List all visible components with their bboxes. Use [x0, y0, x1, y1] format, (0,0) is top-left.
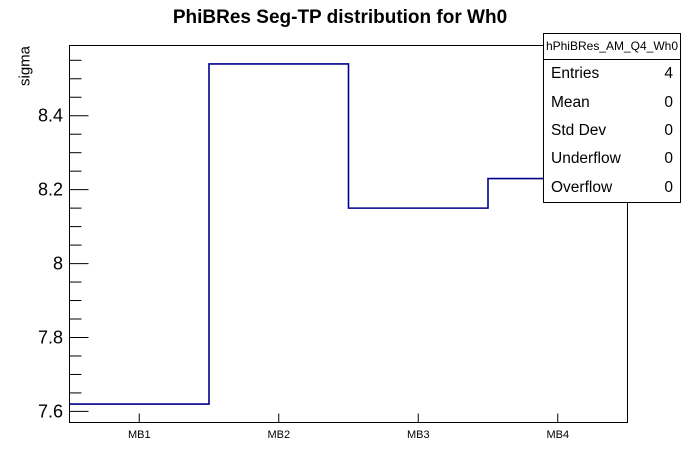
- x-tick-label: MB2: [267, 429, 290, 441]
- plot-title: PhiBRes Seg-TP distribution for Wh0: [172, 7, 508, 28]
- stats-box-title: hPhiBRes_AM_Q4_Wh0: [544, 34, 680, 60]
- stats-value: 4: [664, 65, 673, 83]
- y-tick-label: 7.6: [38, 401, 63, 421]
- y-tick-label: 8: [53, 254, 63, 274]
- histogram-line: [69, 63, 628, 405]
- stats-label: Mean: [551, 93, 590, 111]
- stats-rows: Entries 4 Mean 0 Std Dev 0 Underflow 0 O…: [544, 60, 680, 202]
- y-tick-label: 8.2: [38, 180, 63, 200]
- stats-label: Overflow: [551, 178, 613, 196]
- stats-label: Entries: [551, 65, 600, 83]
- x-tick-label: MB4: [546, 429, 569, 441]
- y-tick-label: 8.4: [38, 106, 63, 126]
- stats-value: 0: [664, 122, 673, 140]
- stats-value: 0: [664, 178, 673, 196]
- stats-row-entries: Entries 4: [544, 60, 680, 88]
- x-tick-label: MB1: [128, 429, 151, 441]
- stats-label: Std Dev: [551, 122, 607, 140]
- stats-value: 0: [664, 150, 673, 168]
- y-tick-label: 7.8: [38, 327, 63, 347]
- stats-row-mean: Mean 0: [544, 88, 680, 116]
- x-tick-label: MB3: [407, 429, 430, 441]
- stats-row-stddev: Std Dev 0: [544, 117, 680, 145]
- stats-label: Underflow: [551, 150, 621, 168]
- stats-box: hPhiBRes_AM_Q4_Wh0 Entries 4 Mean 0 Std …: [543, 33, 681, 203]
- stats-value: 0: [664, 93, 673, 111]
- plot-frame: [69, 45, 628, 423]
- stats-row-underflow: Underflow 0: [544, 145, 680, 173]
- stats-row-overflow: Overflow 0: [544, 174, 680, 202]
